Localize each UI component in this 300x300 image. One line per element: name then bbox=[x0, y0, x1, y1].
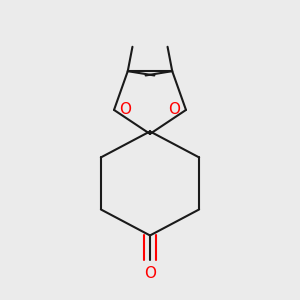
Text: O: O bbox=[119, 102, 131, 117]
Text: O: O bbox=[144, 266, 156, 281]
Text: O: O bbox=[169, 102, 181, 117]
